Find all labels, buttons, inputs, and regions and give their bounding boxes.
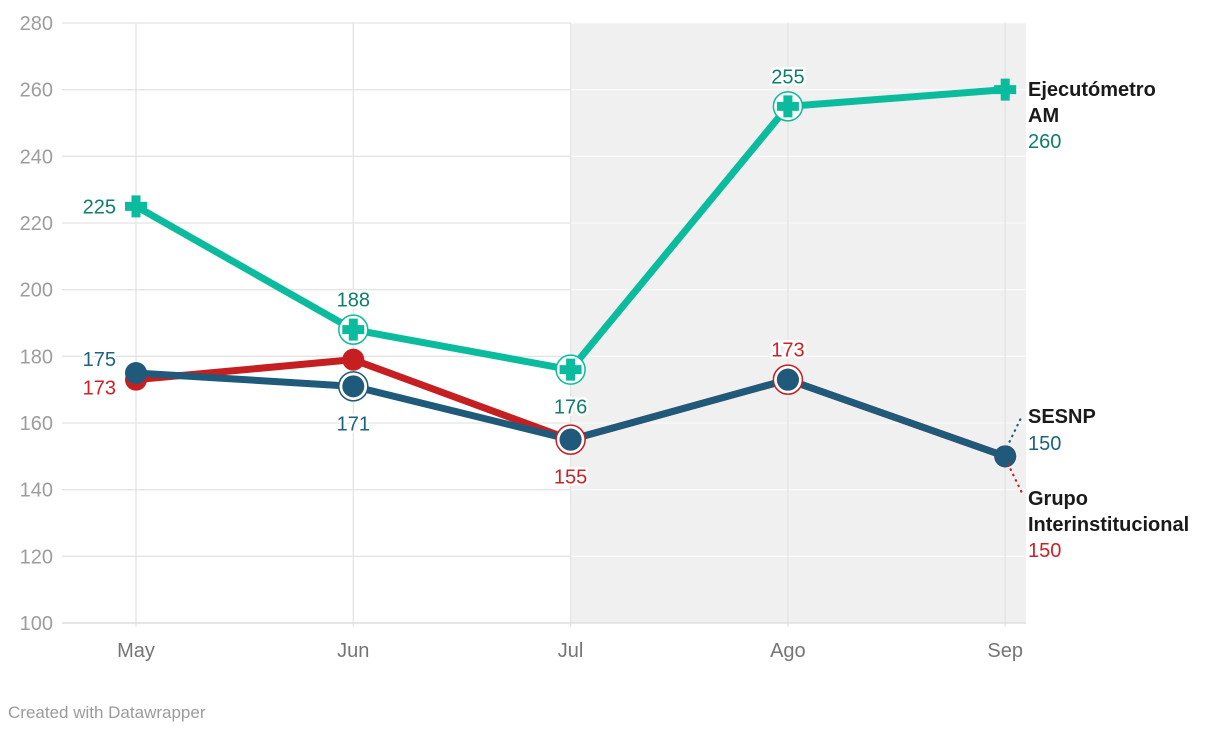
point-marker (342, 375, 365, 398)
point-marker-plus (559, 358, 582, 381)
legend-leader-line (1006, 462, 1024, 495)
x-tick-label: Sep (987, 640, 1023, 662)
legend-series-name: AM (1028, 105, 1059, 127)
point-marker (994, 445, 1017, 468)
legend-series-name: Ejecutómetro (1028, 79, 1156, 101)
value-label: 176 (554, 397, 587, 419)
y-tick-label: 120 (20, 546, 53, 568)
x-tick-label: Ago (770, 640, 806, 662)
y-axis-labels: 280 260 240 220 200 180 160 140 120 100 (17, 11, 55, 638)
value-label: 188 (337, 290, 370, 312)
y-tick-label: 200 (20, 280, 53, 302)
value-label: 173 (83, 378, 116, 400)
shaded-region (570, 23, 1026, 623)
legend-series-name: Interinstitucional (1028, 514, 1189, 536)
value-label: 255 (771, 66, 804, 88)
legend-series-name: SESNP (1028, 406, 1096, 428)
x-tick-label: May (117, 640, 155, 662)
x-axis-labels: May Jun Jul Ago Sep (117, 640, 1023, 662)
point-marker (559, 428, 582, 451)
point-marker-plus (125, 195, 147, 218)
point-marker (776, 368, 799, 391)
datawrapper-credit-link[interactable]: Created with Datawrapper (8, 703, 206, 722)
y-tick-label: 140 (20, 480, 53, 502)
x-tick-label: Jun (337, 640, 369, 662)
value-labels: 225 188 176 255 173 155 173 175 171 (80, 64, 807, 491)
legend-series-name: Grupo (1028, 488, 1088, 510)
legend-series-value: 150 (1028, 433, 1061, 455)
point-marker-plus (776, 95, 799, 118)
y-tick-label: 240 (20, 146, 53, 168)
series-legend: Ejecutómetro AM 260 SESNP 150 Grupo Interinsti… (1005, 79, 1189, 562)
value-label: 171 (337, 413, 370, 435)
point-marker (125, 362, 147, 384)
legend-leader-line (1005, 416, 1023, 449)
y-tick-label: 220 (20, 213, 53, 235)
value-label: 155 (554, 467, 587, 489)
y-tick-label: 260 (20, 80, 53, 102)
y-tick-label: 180 (20, 346, 53, 368)
legend-series-value: 150 (1028, 540, 1061, 562)
point-marker-plus (342, 318, 365, 341)
y-tick-label: 280 (20, 13, 53, 35)
point-marker-plus (994, 78, 1017, 101)
value-label: 173 (771, 340, 804, 362)
y-tick-label: 100 (20, 613, 53, 635)
value-label: 175 (83, 349, 116, 371)
legend-series-value: 260 (1028, 131, 1061, 153)
line-chart: 280 260 240 220 200 180 160 140 120 100 May Jun Jul A… (17, 11, 1190, 662)
x-tick-label: Jul (558, 640, 584, 662)
y-tick-label: 160 (20, 413, 53, 435)
value-label: 225 (83, 196, 116, 218)
point-marker (342, 348, 365, 371)
